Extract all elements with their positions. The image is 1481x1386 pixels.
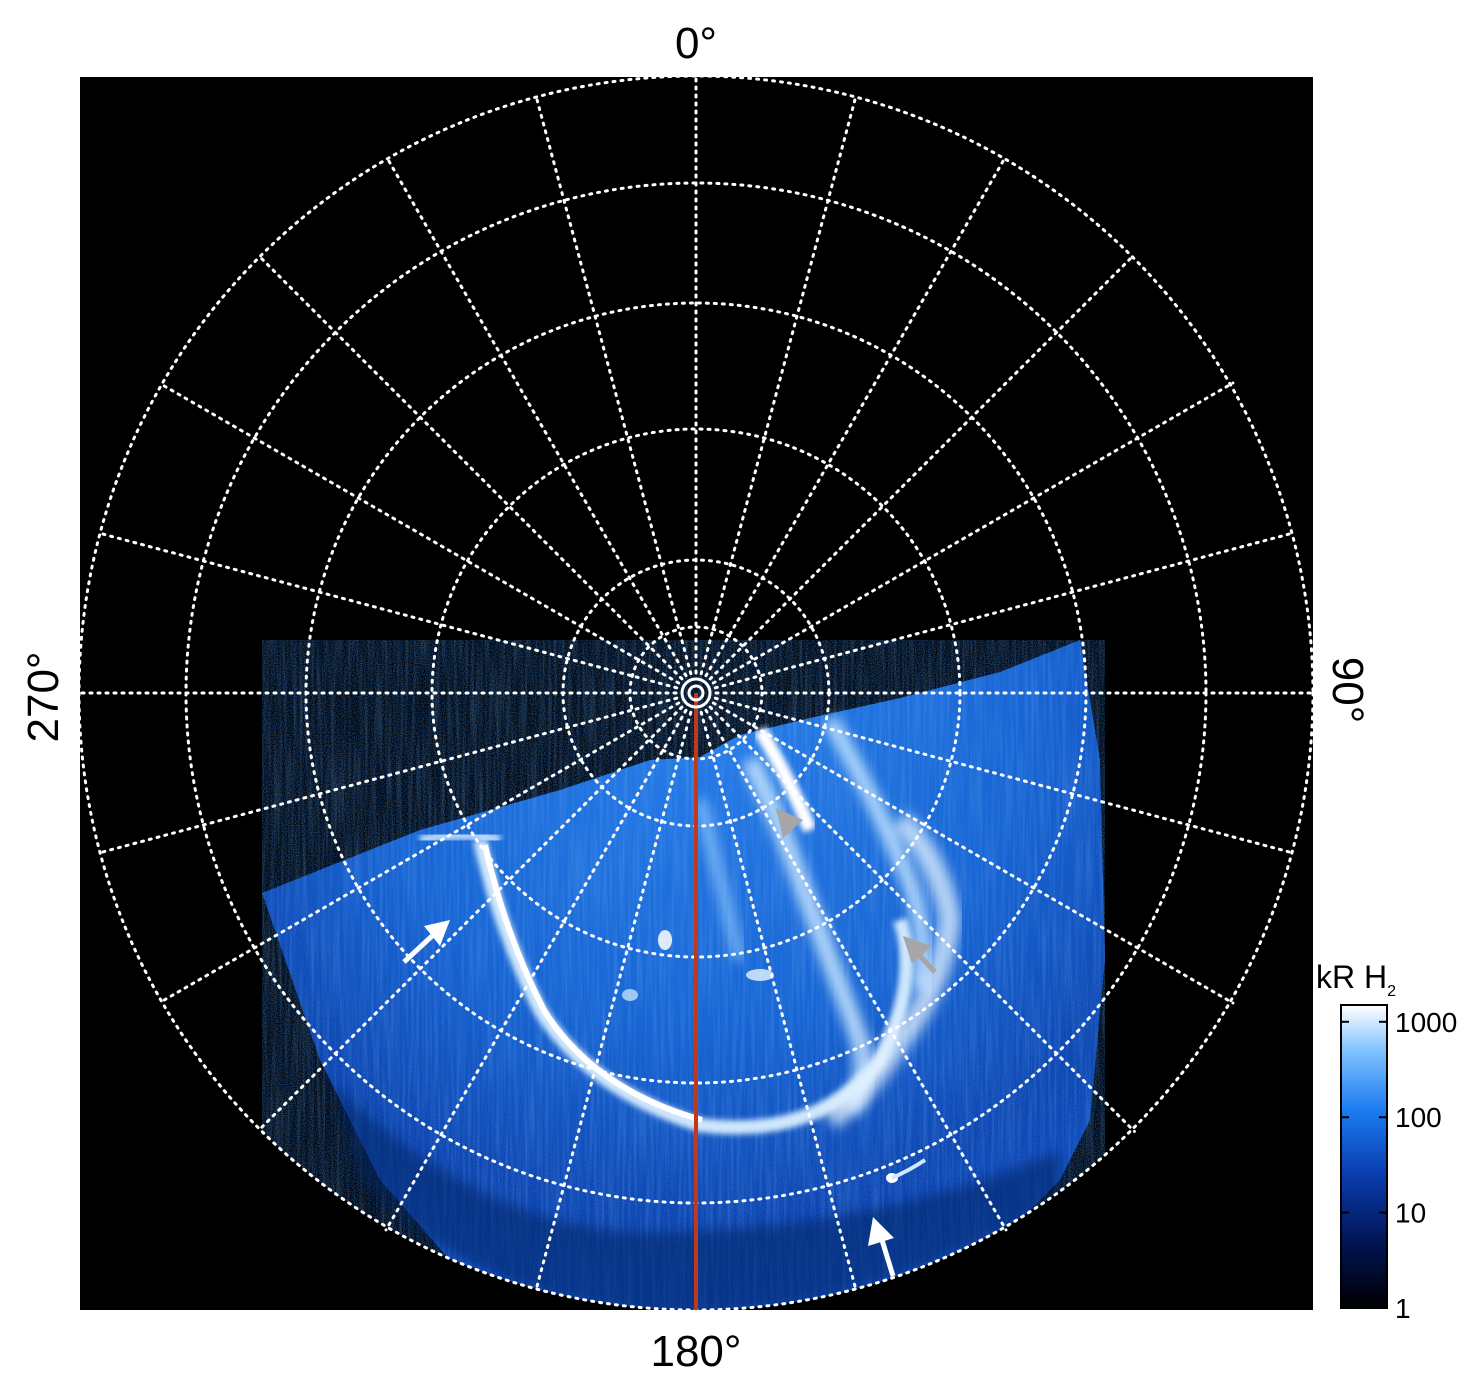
label-bottom: 180° [650, 1327, 741, 1376]
colorbar-tick-label: 100 [1395, 1102, 1442, 1133]
colorbar-tick-label: 1 [1395, 1293, 1411, 1324]
colorbar-scale [1340, 1004, 1388, 1309]
colorbar-title: kR H2 [1316, 959, 1396, 1000]
pole-marker [680, 677, 712, 709]
arrow-grey-right [903, 936, 937, 974]
colorbar-ticks: 1000 100 10 1 [1341, 1007, 1457, 1324]
label-right: 90° [1323, 657, 1372, 724]
label-left: 270° [19, 651, 68, 742]
arrow-white-bottom [868, 1217, 896, 1277]
colorbar: kR H2 1000 100 10 1 [1316, 959, 1457, 1324]
arrow-grey-upper [776, 808, 803, 838]
arrow-white-left [402, 920, 450, 964]
colorbar-tick-label: 1000 [1395, 1007, 1457, 1038]
label-top: 0° [675, 19, 717, 68]
colorbar-tick-label: 10 [1395, 1198, 1426, 1229]
